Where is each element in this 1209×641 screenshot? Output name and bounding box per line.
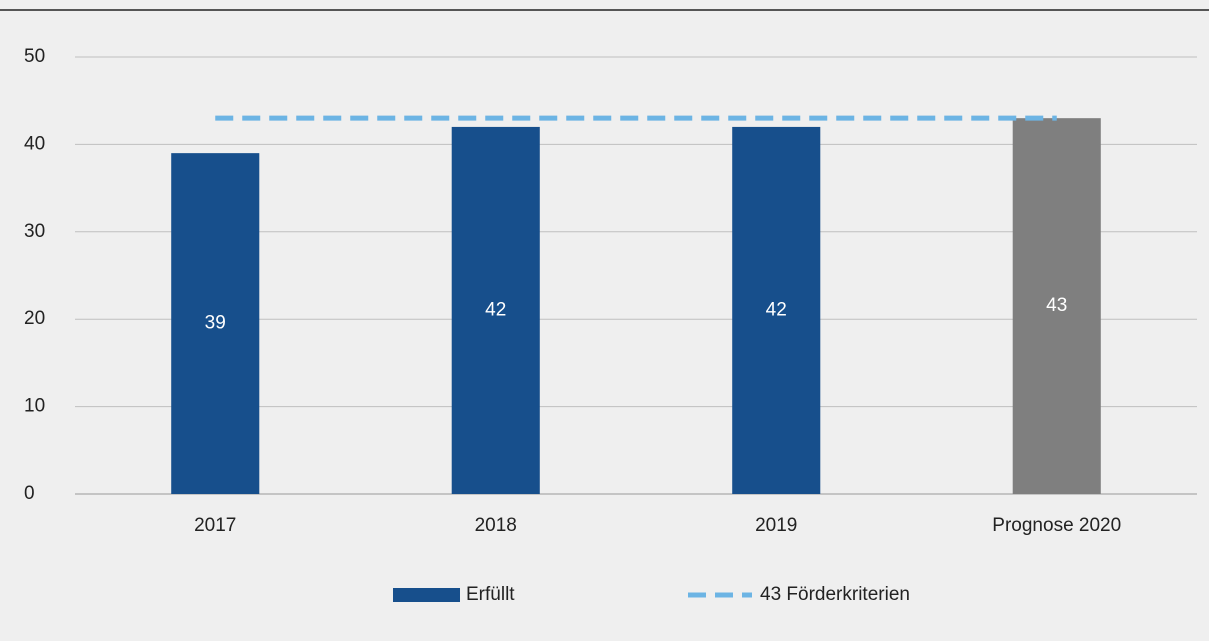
data-label: 42 bbox=[485, 299, 506, 320]
y-tick-label: 10 bbox=[24, 396, 45, 417]
y-tick-label: 40 bbox=[24, 133, 45, 154]
data-label: 42 bbox=[766, 299, 787, 320]
x-tick-label: Prognose 2020 bbox=[992, 515, 1121, 536]
bar bbox=[451, 126, 540, 495]
data-label: 39 bbox=[205, 313, 226, 334]
y-tick-label: 30 bbox=[24, 221, 45, 242]
legend-swatch bbox=[393, 588, 460, 602]
x-tick-label: 2018 bbox=[475, 515, 517, 536]
legend-label: 43 Förderkriterien bbox=[760, 584, 910, 605]
bar bbox=[1012, 118, 1101, 495]
legend-label: Erfüllt bbox=[466, 584, 515, 605]
x-tick-label: 2019 bbox=[755, 515, 797, 536]
x-tick-label: 2017 bbox=[194, 515, 236, 536]
y-tick-label: 20 bbox=[24, 308, 45, 329]
bar bbox=[732, 126, 821, 495]
bar bbox=[171, 153, 260, 494]
y-tick-label: 0 bbox=[24, 483, 35, 504]
y-tick-label: 50 bbox=[24, 46, 45, 67]
data-label: 43 bbox=[1046, 295, 1067, 316]
